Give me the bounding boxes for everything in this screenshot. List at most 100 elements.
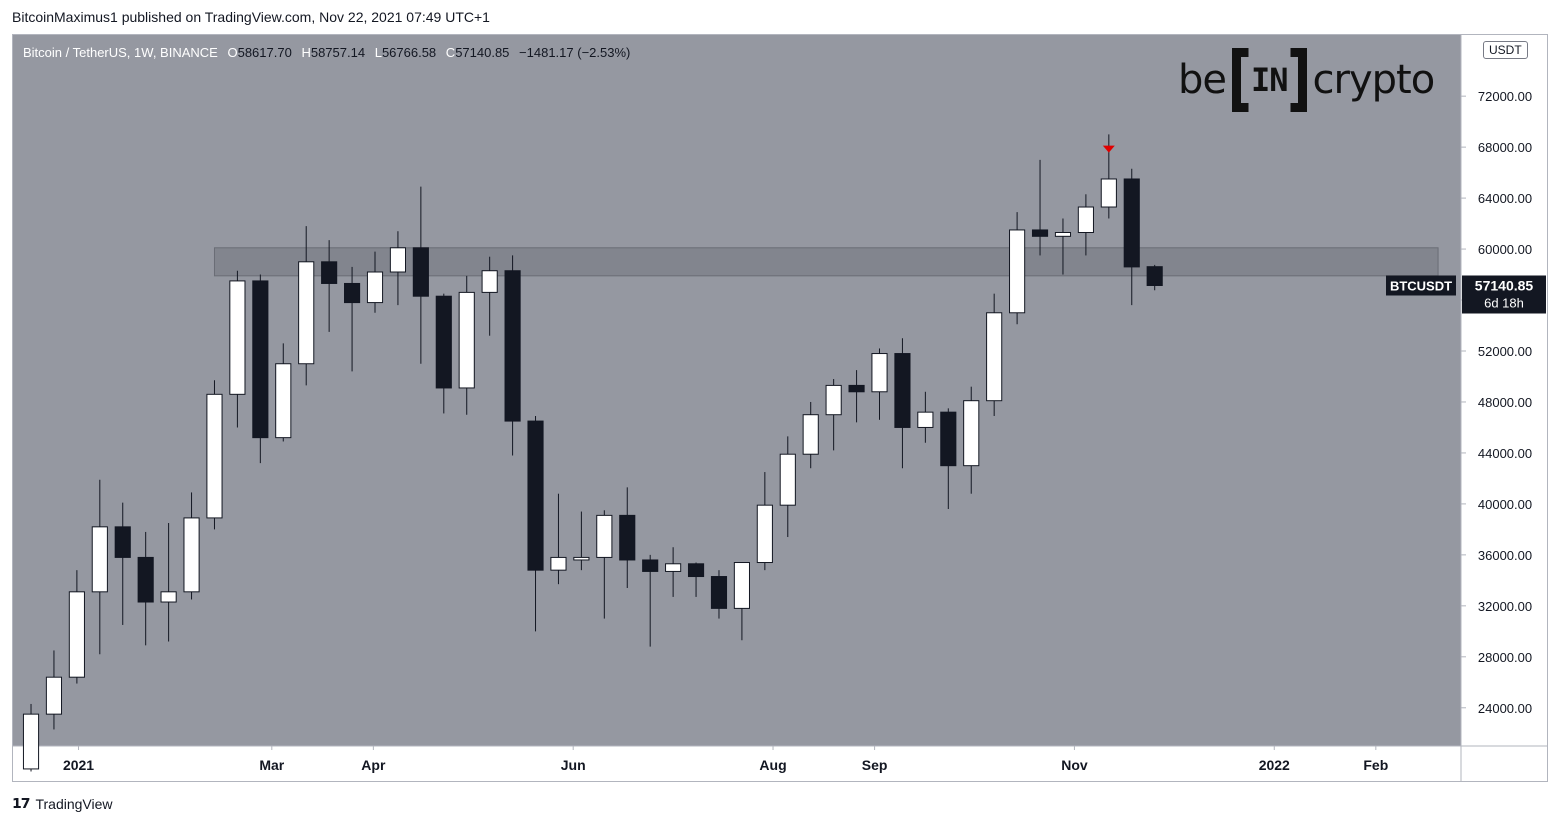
candle [252,274,269,464]
candle-body [412,247,429,297]
last-price-text: 57140.85 [1475,277,1534,293]
price-label-layer: BTCUSDT 57140.85 6d 18h [1386,275,1546,314]
candle-body [665,563,682,572]
candle-body [183,517,200,593]
candle [573,511,590,571]
candle [1146,264,1163,291]
candle-body [321,261,338,284]
candle-body [366,271,384,304]
price-tick-label: 24000.00 [1478,701,1532,716]
ohlc-legend[interactable]: Bitcoin / TetherUS, 1W, BINANCE O58617.7… [23,45,630,60]
candle-body [940,411,957,467]
candle-body [68,591,85,678]
price-axis[interactable]: 24000.00 28000.00 32000.00 36000.00 40000.00… [1461,89,1532,716]
symbol-tag-text: BTCUSDT [1390,278,1452,293]
candle-body [137,556,154,603]
candle [665,547,682,597]
beincrypto-logo: be IN crypto [1178,44,1436,116]
candle [344,266,361,372]
candle-body [986,312,1003,402]
candle [802,401,819,469]
price-tick-label: 40000.00 [1478,497,1532,512]
candle [504,255,521,456]
candlestick-chart[interactable]: 24000.00 28000.00 32000.00 36000.00 40000.00… [12,34,1548,782]
candle [298,226,315,386]
legend-open-label: O [227,45,238,60]
candle [45,650,63,730]
candle [986,293,1003,416]
price-tick-label: 72000.00 [1478,89,1532,104]
time-tick-label: Sep [862,757,888,773]
symbol-tag [1386,275,1456,296]
logo-text-be: be [1178,57,1227,103]
candle-body [22,713,40,770]
legend-open-value: 58617.70 [237,45,292,60]
price-tick-label: 52000.00 [1478,344,1532,359]
candle [687,562,705,597]
bearish-marker-icon [1102,145,1115,153]
candle [1031,159,1049,256]
candle [22,703,40,772]
candle [321,240,338,332]
candle-body [1077,206,1094,233]
candle-body [756,504,773,564]
time-tick-label: Feb [1363,757,1388,773]
bar-countdown-text: 6d 18h [1484,295,1524,310]
candle [1123,168,1140,306]
candle-body [252,280,269,439]
footer-brand[interactable]: 𝟭𝟳 TradingView [12,795,113,812]
last-price-tag [1462,275,1546,314]
candle-body [206,393,223,519]
candle-body [779,453,796,506]
legend-close-value: 57140.85 [455,45,510,60]
price-tick-label: 48000.00 [1478,395,1532,410]
candle-body [527,420,544,571]
time-tick-label: Aug [759,757,786,773]
logo-text-in: IN [1251,61,1289,99]
legend-symbol: Bitcoin / TetherUS, 1W, BINANCE [23,45,218,60]
legend-close-label: C [445,45,456,60]
candle-body [1031,229,1049,237]
footer-brand-text: TradingView [35,795,113,812]
legend-high-label: H [301,45,311,60]
candle [68,570,85,684]
candle-body [160,591,177,603]
candle [458,275,475,415]
candle-body [435,295,452,389]
time-tick-label: Apr [361,757,386,773]
time-tick-label: 2021 [63,757,94,773]
candle-body [275,363,292,439]
time-tick-label: Mar [259,757,284,773]
time-axis[interactable]: 2021 Mar Apr Jun Aug Sep Nov 2022 Feb [63,746,1388,773]
candle-body [504,270,521,422]
candle-body [1100,178,1117,208]
currency-button[interactable]: USDT [1483,41,1528,59]
candle [1077,194,1094,256]
candle-body [802,414,819,455]
candle [160,523,177,642]
candle [848,370,865,423]
candle [481,256,498,336]
candle-body [45,676,63,715]
candle [435,293,452,414]
candle-body [733,562,750,609]
candle [527,415,544,632]
candle-body [917,411,934,428]
candle-body [710,576,728,609]
candle [917,391,934,443]
candle [1009,212,1026,325]
logo-bracket-box: IN [1232,48,1307,112]
time-tick-label: Jun [561,757,586,773]
candle-body [550,556,567,571]
candle-body [481,270,498,293]
candle [366,251,384,313]
candle-body [963,400,980,467]
candle [275,343,292,442]
candle [733,562,750,641]
candle-body [1009,229,1026,314]
candle [206,380,223,530]
candles-layer [22,134,1163,772]
candle [183,492,200,600]
logo-text-crypto: crypto [1312,57,1436,103]
candle [940,408,957,509]
